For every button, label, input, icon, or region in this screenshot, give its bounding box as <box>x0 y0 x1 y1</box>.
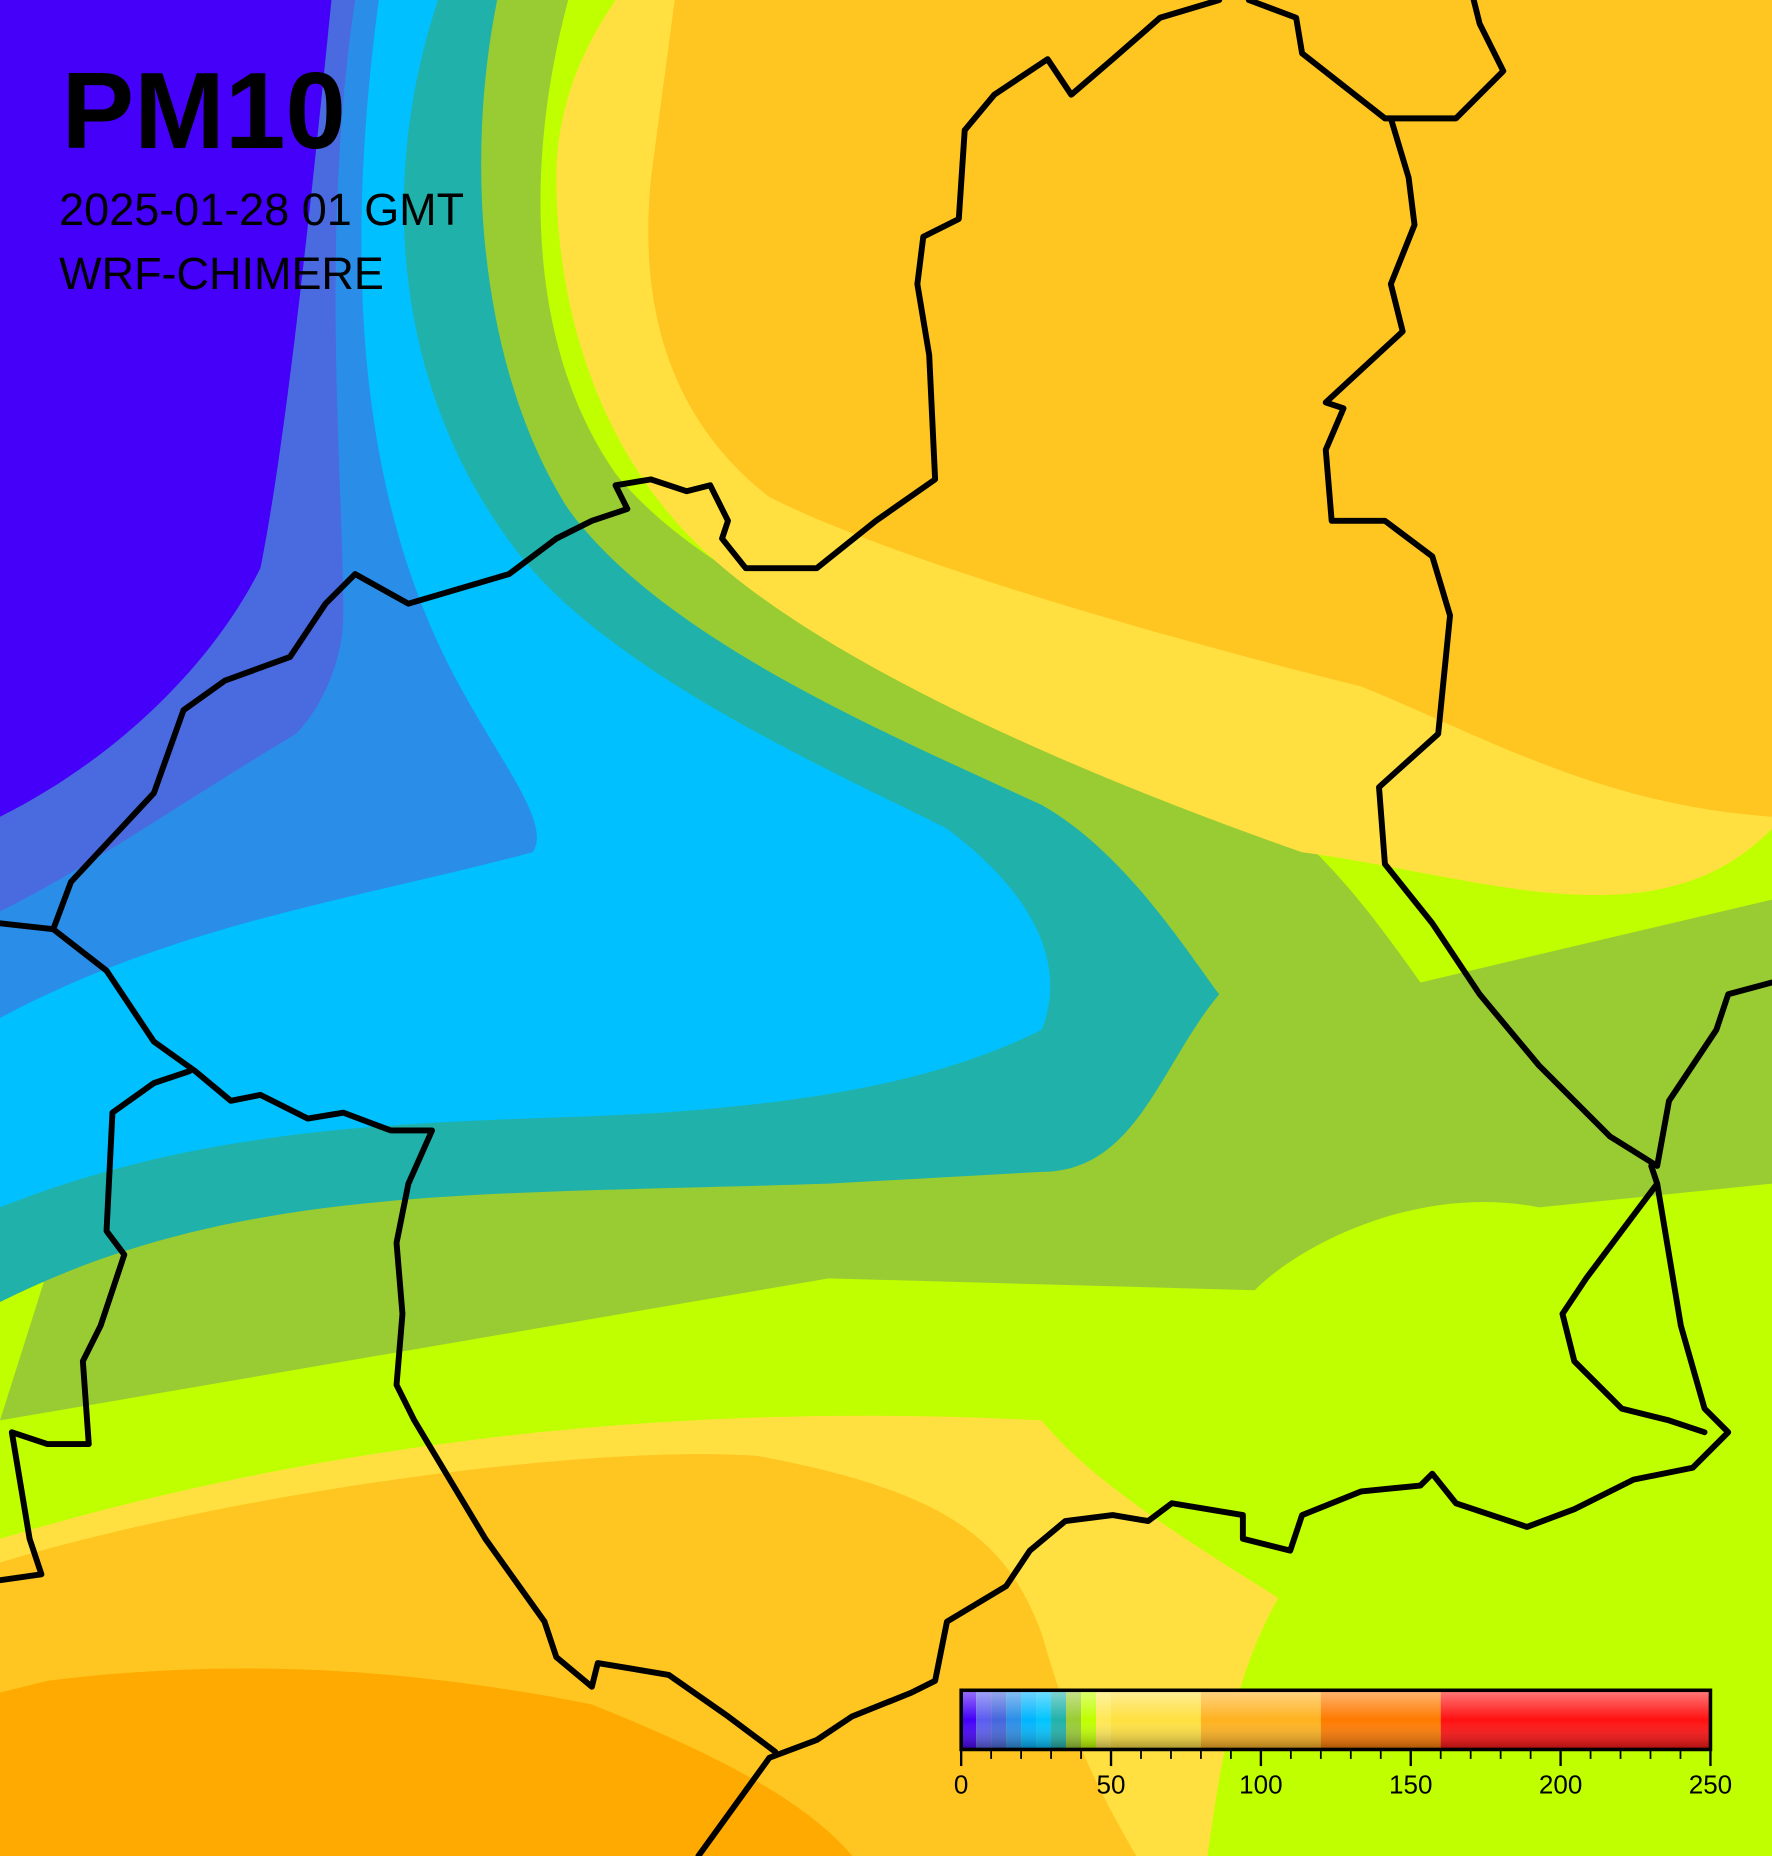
coastline <box>0 0 1223 933</box>
map-title: PM10 <box>62 50 346 172</box>
timestamp: 2025-01-28 01 GMT <box>59 184 464 235</box>
colorbar-tick-label: 150 <box>1389 1769 1432 1799</box>
colorbar-tick-label: 50 <box>1097 1769 1126 1799</box>
border-line <box>50 926 779 1755</box>
coastline <box>695 1162 1732 1856</box>
field-band <box>0 0 332 817</box>
colorbar-tick-label: 200 <box>1539 1769 1582 1799</box>
model-name: WRF-CHIMERE <box>59 248 384 299</box>
colorbar-tick-label: 0 <box>954 1769 968 1799</box>
colorbar-shade <box>961 1690 1711 1750</box>
field-band <box>0 1668 853 1856</box>
colorbar-tick-label: 250 <box>1689 1769 1732 1799</box>
coastline <box>0 1068 193 1584</box>
border-line <box>1322 115 1772 1169</box>
border-line <box>1559 1180 1708 1436</box>
field-band <box>648 0 1772 817</box>
border-line <box>1245 0 1507 122</box>
colorbar: 0 50 100 150 200 250 <box>954 1688 1732 1799</box>
colorbar-frame <box>959 1688 1713 1752</box>
colorbar-tick-label: 100 <box>1239 1769 1282 1799</box>
